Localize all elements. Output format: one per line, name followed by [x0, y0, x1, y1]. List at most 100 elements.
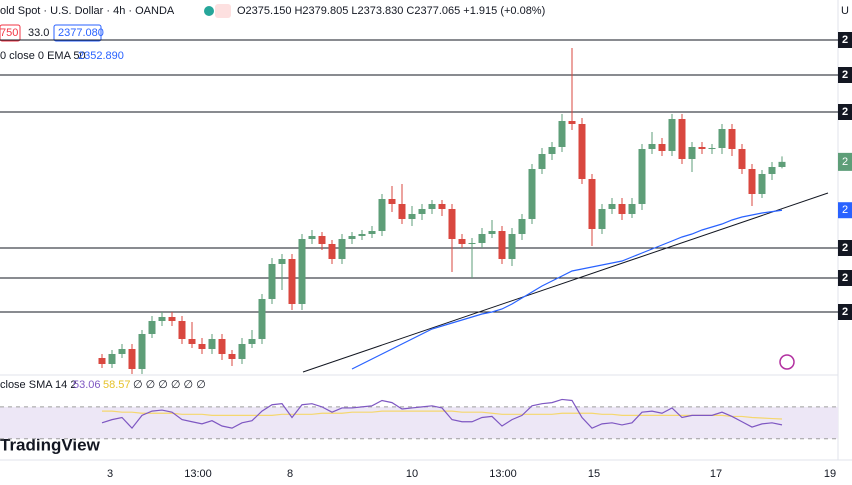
- candle-body: [378, 199, 386, 231]
- rsi-extra: ∅ ∅ ∅ ∅ ∅ ∅: [133, 379, 206, 391]
- candle-body: [98, 358, 106, 364]
- candle-body: [178, 321, 186, 339]
- time-label: 19: [824, 468, 836, 480]
- rsi-value: 53.06: [73, 379, 101, 391]
- level-label-box: [838, 104, 852, 120]
- last-price-box: [838, 152, 852, 171]
- candle-body: [768, 167, 776, 174]
- candle-body: [188, 339, 196, 344]
- candle-body: [538, 154, 546, 169]
- candle-body: [738, 149, 746, 169]
- time-label: 10: [406, 468, 418, 480]
- level-label: 2: [842, 34, 848, 46]
- candle-body: [688, 147, 696, 159]
- candle-body: [338, 239, 346, 259]
- level-label-box: [838, 67, 852, 83]
- data-status: [215, 4, 231, 18]
- candle-body: [658, 144, 666, 151]
- logo: TradingView: [0, 435, 101, 454]
- trend-line: [302, 192, 829, 373]
- candle-body: [328, 244, 336, 259]
- level-label: 2: [842, 242, 848, 254]
- candle-body: [388, 199, 396, 204]
- candle-body: [218, 339, 226, 354]
- candle-body: [428, 204, 436, 209]
- candle-body: [368, 231, 376, 234]
- candle-body: [668, 119, 676, 151]
- ohlc: O2375.150 H2379.805 L2373.830 C2377.065 …: [237, 5, 545, 17]
- rsi-line: [101, 398, 783, 430]
- buy-button[interactable]: [53, 24, 102, 42]
- candle-body: [618, 204, 626, 214]
- ema-label: 2: [842, 204, 848, 216]
- candle-body: [568, 121, 576, 124]
- level-label-box: [838, 240, 852, 256]
- buy-price[interactable]: 2377.080: [58, 27, 104, 39]
- candle-body: [418, 209, 426, 214]
- time-label: 3: [107, 468, 113, 480]
- ema-line: [351, 209, 783, 370]
- spread: 33.0: [28, 27, 49, 39]
- ema-legend: 0 close 0 EMA 50: [0, 50, 86, 62]
- candle-body: [708, 148, 716, 149]
- time-label: 13:00: [489, 468, 517, 480]
- candle-body: [288, 259, 296, 304]
- candle-body: [648, 144, 656, 149]
- candle-body: [528, 169, 536, 219]
- candle-body: [258, 299, 266, 339]
- candle-body: [248, 339, 256, 344]
- candle-body: [138, 334, 146, 369]
- alert-icon[interactable]: [779, 354, 795, 370]
- candle-body: [508, 234, 516, 259]
- dynamic: 2 2 2 2 2 2 2 2 3 13:00 8 10 13:00 15 17 19: [0, 32, 852, 480]
- candle-body: [638, 149, 646, 204]
- candle-body: [448, 209, 456, 239]
- candle-body: [748, 169, 756, 194]
- candle-body: [108, 354, 116, 364]
- candle-body: [778, 161, 786, 167]
- candle-body: [318, 236, 326, 244]
- candle-body: [468, 243, 476, 244]
- price-scale-top: U: [841, 5, 849, 17]
- level-label: 2: [842, 69, 848, 81]
- market-status: [204, 6, 214, 16]
- candle-body: [628, 204, 636, 214]
- rsi-sma-value: 58.57: [103, 379, 131, 391]
- candle-body: [198, 344, 206, 349]
- sell-button[interactable]: [0, 24, 21, 42]
- candle-body: [238, 344, 246, 359]
- level-label: 2: [842, 272, 848, 284]
- rsi-sma-line: [102, 410, 783, 420]
- candle-body: [488, 231, 496, 234]
- time-label: 17: [710, 468, 722, 480]
- candle-body: [518, 219, 526, 234]
- time-label: 15: [588, 468, 600, 480]
- candle-body: [498, 231, 506, 259]
- candle-body: [578, 124, 586, 179]
- last-price-label: 2: [842, 156, 848, 168]
- candle-body: [478, 234, 486, 243]
- candle-body: [678, 119, 686, 159]
- candle-body: [128, 349, 136, 369]
- rsi-legend: close SMA 14 2: [0, 379, 76, 391]
- candle-body: [228, 354, 236, 359]
- candle-body: [358, 234, 366, 236]
- candle-body: [118, 349, 126, 354]
- time-label: 8: [287, 468, 293, 480]
- candle-body: [548, 147, 556, 154]
- candle-body: [438, 204, 446, 209]
- level-label: 2: [842, 306, 848, 318]
- candle-body: [558, 121, 566, 147]
- candle-body: [728, 129, 736, 149]
- candle-body: [268, 264, 276, 299]
- sell-price[interactable]: 750: [0, 27, 18, 39]
- candle-body: [408, 214, 416, 219]
- level-label: 2: [842, 106, 848, 118]
- candle-body: [588, 179, 596, 229]
- candle-body: [298, 239, 306, 304]
- candle-body: [168, 317, 176, 321]
- candle-body: [158, 317, 166, 321]
- candle-body: [278, 259, 286, 264]
